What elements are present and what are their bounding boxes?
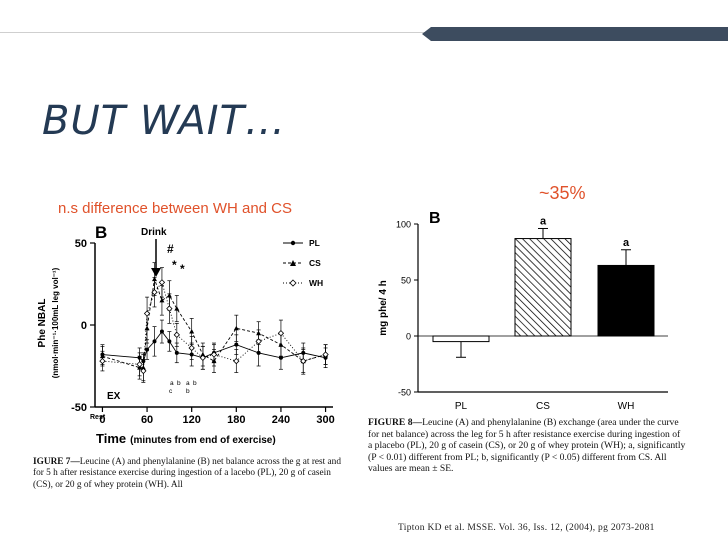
annotation-percent: ~35% <box>539 183 586 203</box>
legend-cs-marker <box>290 260 296 266</box>
y-tick-label: 50 <box>75 238 87 250</box>
figure-7-caption: IGURE 7—Leucine (A) and phenylalanine (B… <box>33 457 341 491</box>
data-point-cs <box>174 306 180 311</box>
data-point-wh <box>99 357 106 365</box>
data-point-wh <box>136 361 143 368</box>
legend-pl: PL <box>309 238 320 248</box>
y-axis-title: mg phe/ 4 h <box>378 280 389 336</box>
rest-label: Rest <box>90 414 106 421</box>
y-tick-label: 0 <box>406 332 411 342</box>
series-line-pl <box>102 330 326 362</box>
figure-8-caption: FIGURE 8—Leucine (A) and phenylalanine (… <box>368 417 686 475</box>
panel-label: B <box>429 210 441 227</box>
data-point-wh <box>300 357 307 365</box>
mini-marker-a2: a <box>186 380 190 387</box>
line-chart: -50 0 50 0 60 120 180 240 300 B Drink # * * EX R… <box>37 223 335 446</box>
figure-7-caption-text: Leucine (A) and phenylalanine (B) net ba… <box>33 457 341 490</box>
mini-marker-c: c <box>169 388 173 395</box>
data-point-cs <box>233 325 239 331</box>
data-point-pl <box>159 329 164 334</box>
top-rule <box>0 32 700 33</box>
y-tick-label: 100 <box>396 220 411 230</box>
drink-arrow-head <box>151 268 161 277</box>
bar-pl <box>432 335 490 343</box>
annotation-ns-difference: n.s difference between WH and CS <box>58 200 293 217</box>
series-line-wh <box>102 281 326 373</box>
x-category-label: PL <box>455 401 468 412</box>
legend: PL CS WH <box>283 238 323 288</box>
data-point-pl <box>234 342 239 347</box>
data-point-pl <box>145 347 150 352</box>
y-tick-label: -50 <box>71 402 87 414</box>
data-point-cs <box>159 297 165 303</box>
x-axis-title-main: Time <box>96 431 126 446</box>
data-point-pl <box>167 339 172 344</box>
data-point-wh <box>158 279 166 286</box>
x-category-label: CS <box>536 401 550 412</box>
data-point-wh <box>255 338 262 345</box>
figure-7-image: -50 0 50 0 60 120 180 240 300 B Drink # * * EX R… <box>33 213 343 501</box>
data-point-pl <box>152 339 157 344</box>
figure-8-caption-label: FIGURE 8— <box>368 417 423 428</box>
data-point-wh <box>140 367 147 375</box>
data-point-wh <box>233 357 240 365</box>
drink-label: Drink <box>141 227 167 238</box>
x-axis-title-sub: (minutes from end of exercise) <box>130 435 276 446</box>
data-point-cs <box>189 329 195 334</box>
star-marker-2: * <box>180 262 185 276</box>
ex-label: EX <box>107 391 121 402</box>
y-tick-label: 50 <box>401 276 411 286</box>
data-point-wh <box>210 351 218 358</box>
x-axis-title: Time (minutes from end of exercise) <box>96 431 276 446</box>
x-tick-label: 0 <box>99 414 105 426</box>
data-point-wh <box>199 354 207 361</box>
hash-marker: # <box>167 242 174 256</box>
bar-chart: -50 0 50 100 mg phe/ 4 h PL CS a WH a B <box>378 210 668 412</box>
mini-marker-b1: b <box>177 380 181 387</box>
data-point-wh <box>322 351 329 358</box>
x-tick-label: 240 <box>272 414 290 426</box>
figure-7-caption-label: IGURE 7— <box>33 457 80 467</box>
legend-wh: WH <box>309 278 323 288</box>
header-accent-arrow <box>422 27 431 41</box>
data-point-wh <box>143 310 151 317</box>
data-point-pl <box>278 355 283 360</box>
mini-marker-a1: a <box>170 380 174 387</box>
x-tick-label: 60 <box>141 414 153 426</box>
x-tick-label: 180 <box>227 414 245 426</box>
data-point-wh <box>188 344 195 352</box>
data-point-wh <box>151 289 158 296</box>
citation: Tipton KD et al. MSSE. Vol. 36, Iss. 12,… <box>398 523 655 533</box>
mini-marker-b2: b <box>193 380 197 387</box>
x-category-label: WH <box>618 401 635 412</box>
y-axis-label-1: Phe NBAL <box>37 299 48 348</box>
mini-marker-b3: b <box>186 388 190 395</box>
figure-8-image: -50 0 50 100 mg phe/ 4 h PL CS a WH a B FIGURE 8… <box>368 205 688 517</box>
significance-label: a <box>623 237 630 249</box>
y-tick-label: 0 <box>81 320 87 332</box>
y-tick-label: -50 <box>398 388 411 398</box>
figure-8-caption-text: Leucine (A) and phenylalanine (B) exchan… <box>368 417 686 475</box>
bar-wh <box>597 264 655 337</box>
legend-cs: CS <box>309 258 321 268</box>
data-point-pl <box>174 350 179 355</box>
star-marker-1: * <box>172 258 177 272</box>
data-point-wh <box>173 331 180 339</box>
legend-pl-marker <box>290 240 296 246</box>
y-axis-label-2: (nmol·min⁻¹·100mL leg vol⁻¹) <box>51 267 60 378</box>
data-point-wh <box>277 330 285 337</box>
panel-label: B <box>95 223 107 242</box>
x-tick-label: 300 <box>316 414 334 426</box>
series-line-cs <box>102 278 326 369</box>
data-point-wh <box>166 305 173 312</box>
significance-label: a <box>540 215 547 227</box>
legend-wh-marker <box>289 279 297 287</box>
x-tick-label: 120 <box>183 414 201 426</box>
bar-cs <box>514 238 572 337</box>
header-accent-bar <box>431 27 728 41</box>
slide-title: BUT WAIT… <box>42 98 287 144</box>
